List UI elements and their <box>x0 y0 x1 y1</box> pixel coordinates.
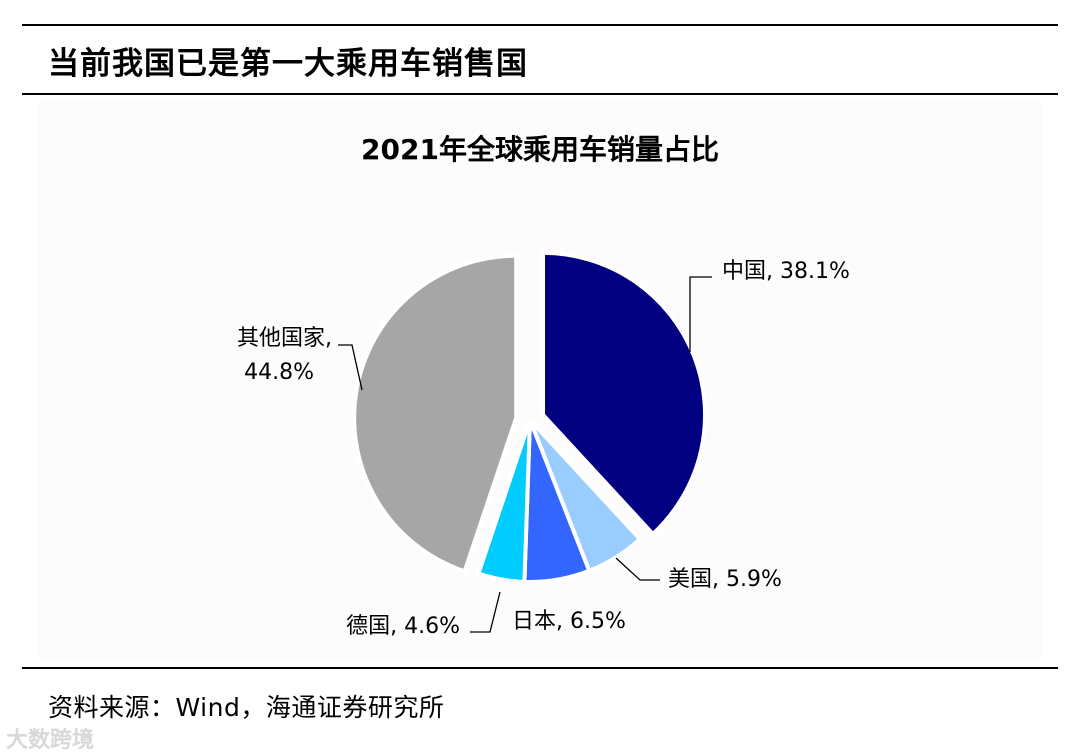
slice-label-2: 美国, 5.9% <box>668 567 782 592</box>
slice-label-5-line-2: 44.8% <box>244 360 314 385</box>
slice-label-4: 德国, 4.6% <box>346 614 460 639</box>
slice-label-3: 日本, 6.5% <box>512 609 626 634</box>
leader-line-2 <box>615 557 660 581</box>
page-title: 当前我国已是第一大乘用车销售国 <box>48 46 528 82</box>
bottom-rule <box>22 667 1058 669</box>
slice-label-1: 中国, 38.1% <box>722 259 850 284</box>
source-note: 资料来源：Wind，海通证券研究所 <box>48 693 445 722</box>
leader-line-4 <box>470 591 501 633</box>
chart-title: 2021年全球乘用车销量占比 <box>361 133 719 166</box>
pie-slice-1 <box>541 250 708 537</box>
leader-line-5 <box>338 344 363 391</box>
slice-label-5-line-1: 其他国家, <box>237 326 332 351</box>
top-rule <box>22 24 1058 26</box>
title-rule <box>22 93 1058 95</box>
watermark: 大数跨境 <box>6 728 95 753</box>
pie-slice-4 <box>475 419 532 584</box>
pie-slice-5 <box>352 253 519 574</box>
leader-line-1 <box>689 276 712 352</box>
